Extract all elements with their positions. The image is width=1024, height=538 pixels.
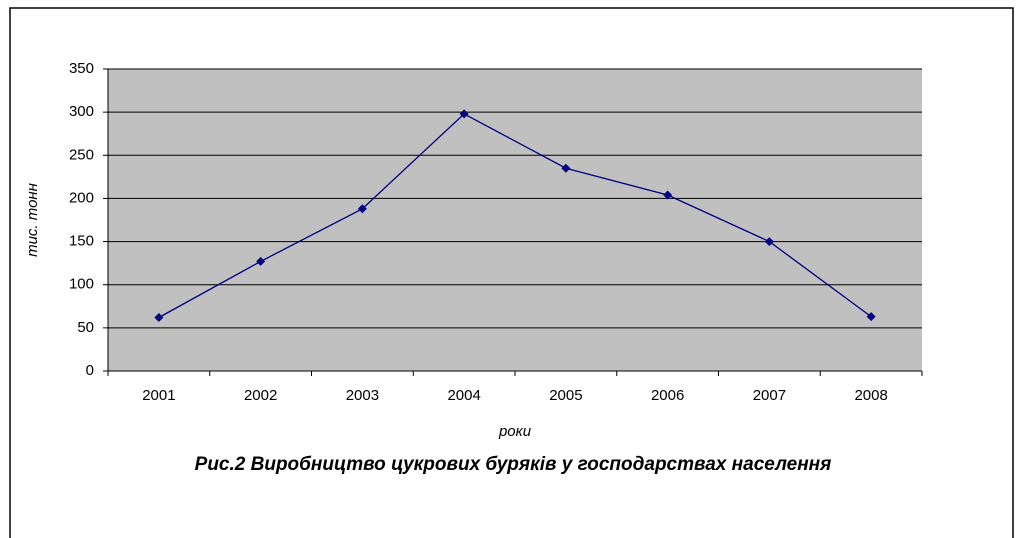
x-tick-label: 2002 — [244, 387, 277, 404]
frame — [9, 7, 1014, 538]
y-tick-label: 0 — [86, 362, 94, 379]
y-tick-label: 350 — [69, 60, 94, 77]
x-tick-label: 2007 — [753, 387, 786, 404]
y-tick-label: 100 — [69, 276, 94, 293]
x-tick-label: 2005 — [549, 387, 582, 404]
data-point — [459, 109, 469, 119]
x-axis-label: роки — [498, 423, 532, 440]
data-point — [357, 204, 367, 214]
y-tick-label: 150 — [69, 233, 94, 250]
x-tick-label: 2008 — [854, 387, 887, 404]
chart-title: Рис.2 Виробництво цукрових буряків у гос… — [194, 454, 832, 475]
x-tick-label: 2006 — [651, 387, 684, 404]
y-tick-label: 300 — [69, 103, 94, 120]
data-point — [764, 237, 774, 247]
x-tick-label: 2003 — [346, 387, 379, 404]
data-point — [561, 163, 571, 173]
y-tick-label: 250 — [69, 146, 94, 163]
data-point — [154, 313, 164, 323]
series-line — [158, 113, 872, 319]
y-tick-label: 200 — [69, 189, 94, 206]
data-point — [663, 190, 673, 200]
plot-area — [108, 69, 922, 371]
data-point — [256, 256, 266, 266]
y-axis-label: тис. тонн — [24, 183, 41, 257]
x-tick-label: 2004 — [447, 387, 480, 404]
data-point — [866, 312, 876, 322]
y-tick-label: 50 — [77, 319, 94, 336]
x-tick-label: 2001 — [142, 387, 175, 404]
